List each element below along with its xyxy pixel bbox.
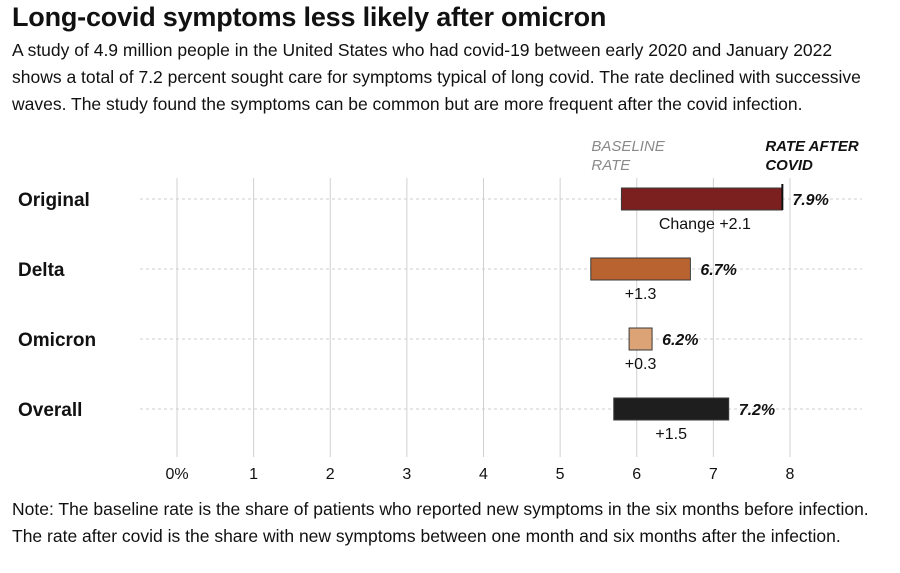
chart-note: Note: The baseline rate is the share of … [12,499,869,546]
baseline-rate-header: BASELINE [591,138,665,155]
x-tick-label-6: 6 [632,466,641,483]
rate-after-covid-header: RATE AFTER [765,138,858,155]
bar-overall [613,397,730,421]
x-tick-label-2: 2 [326,466,335,483]
bar-delta [590,257,691,281]
rate-after-covid-header: COVID [765,157,813,174]
range-bar-chart: 0% 1 2 3 4 5 6 7 8 BASELINE RATE RATE AFTER COVID Ori… [18,138,862,483]
x-tick-label-0: 0% [165,466,188,483]
change-label-original: Change +2.1 [659,216,751,233]
x-tick-label-3: 3 [402,466,411,483]
x-tick-label-5: 5 [556,466,565,483]
value-label-overall: 7.2% [739,402,775,419]
change-label-overall: +1.5 [655,426,687,443]
value-label-omicron: 6.2% [662,332,698,349]
category-label-omicron: Omicron [18,330,96,351]
baseline-rate-header: RATE [591,157,631,174]
change-label-omicron: +0.3 [625,356,657,373]
category-label-overall: Overall [18,400,82,421]
chart-title: Long-covid symptoms less likely after om… [12,2,607,32]
value-label-delta: 6.7% [700,262,736,279]
change-label-delta: +1.3 [625,286,657,303]
bar-omicron [628,327,653,351]
category-label-delta: Delta [18,260,65,281]
x-tick-label-4: 4 [479,466,488,483]
x-tick-label-1: 1 [249,466,258,483]
bar-original [620,187,783,211]
chart-subtitle: A study of 4.9 million people in the Uni… [12,40,861,114]
x-tick-label-8: 8 [786,466,795,483]
category-label-original: Original [18,190,90,211]
x-tick-label-7: 7 [709,466,718,483]
value-label-original: 7.9% [792,192,828,209]
